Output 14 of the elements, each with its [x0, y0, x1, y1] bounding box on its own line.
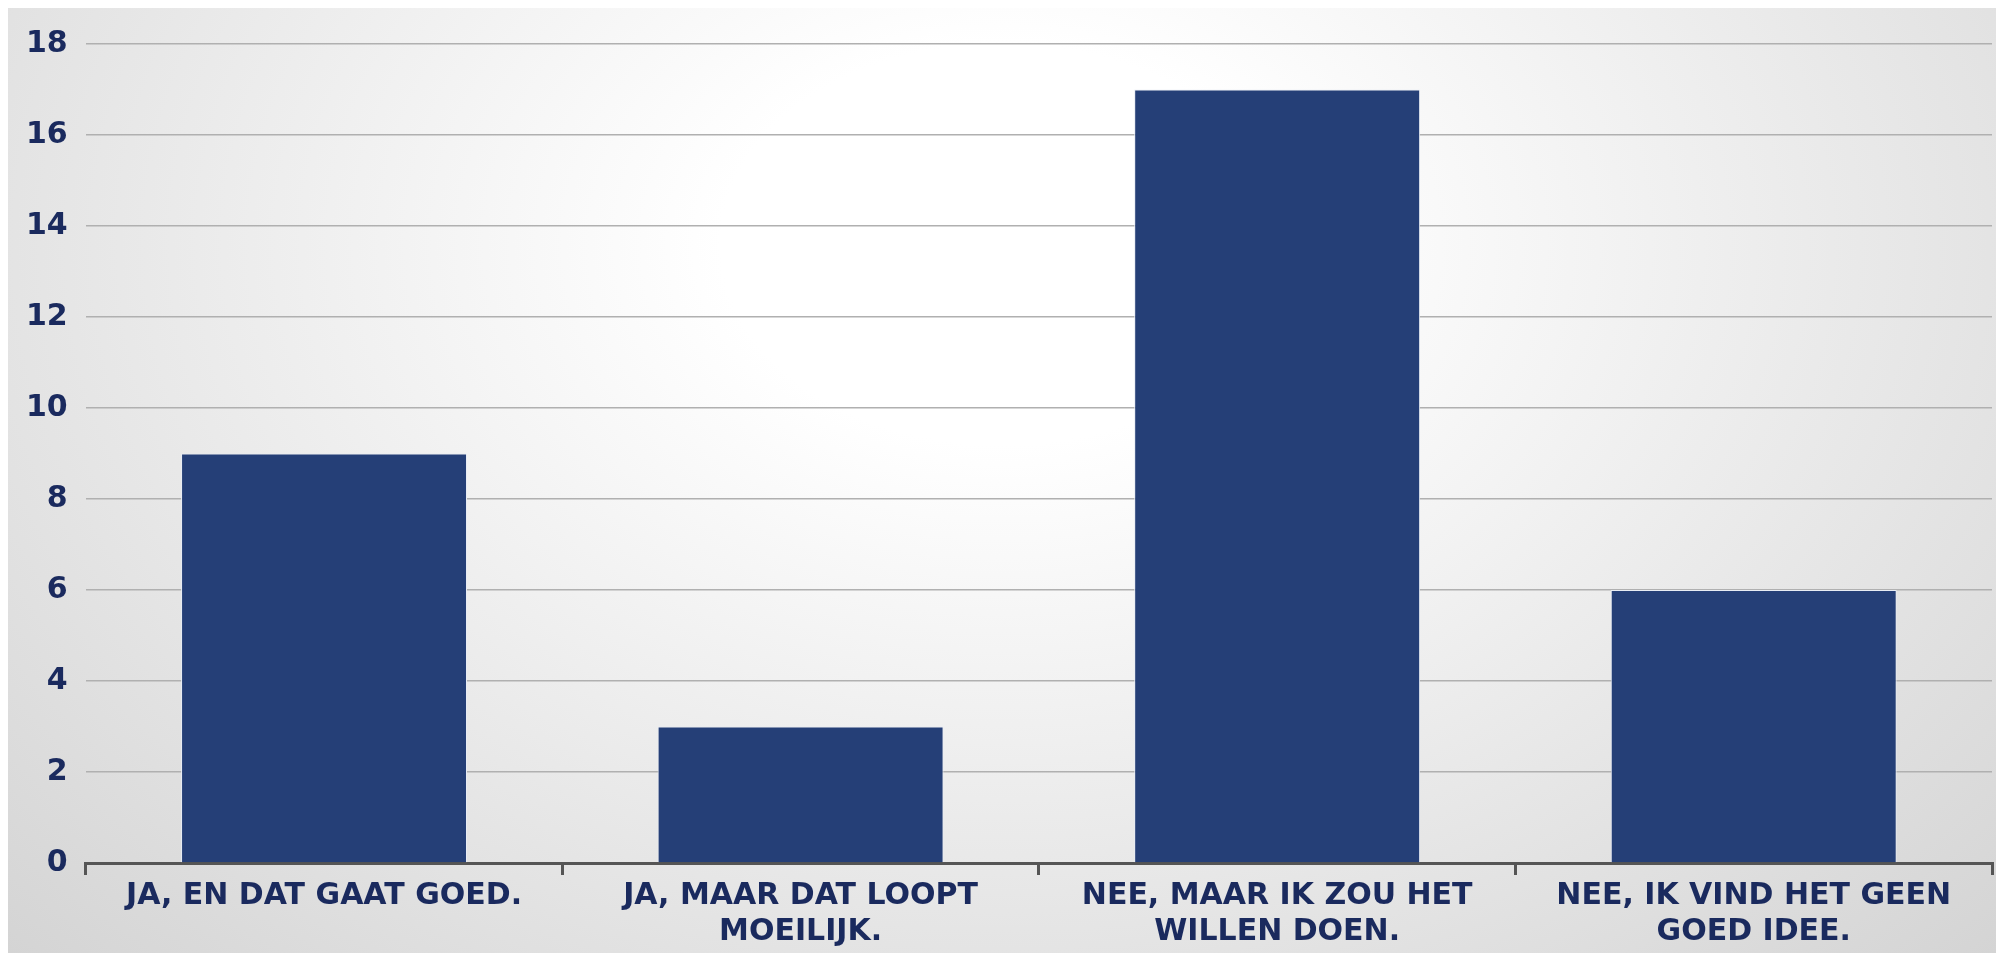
y-tick-label: 2	[46, 751, 68, 787]
x-tick-label: NEE, IK VIND HET GEEN GOED IDEE.	[1556, 875, 1952, 947]
y-tick-label: 10	[26, 387, 68, 423]
y-tick-label: 18	[26, 23, 68, 59]
y-tick-label: 4	[46, 660, 68, 696]
x-tick-label: JA, MAAR DAT LOOPT MOEILIJK.	[621, 875, 979, 947]
y-tick-label: 12	[26, 296, 68, 332]
x-tick-label: JA, EN DAT GAAT GOED.	[123, 875, 523, 911]
y-tick-label: 0	[46, 842, 68, 878]
x-tick-label: NEE, MAAR IK ZOU HET WILLEN DOEN.	[1081, 875, 1474, 947]
y-tick-label: 8	[46, 478, 68, 514]
y-tick-label: 6	[46, 569, 68, 605]
y-tick-label: 16	[26, 114, 68, 150]
y-tick-label: 14	[26, 205, 68, 241]
